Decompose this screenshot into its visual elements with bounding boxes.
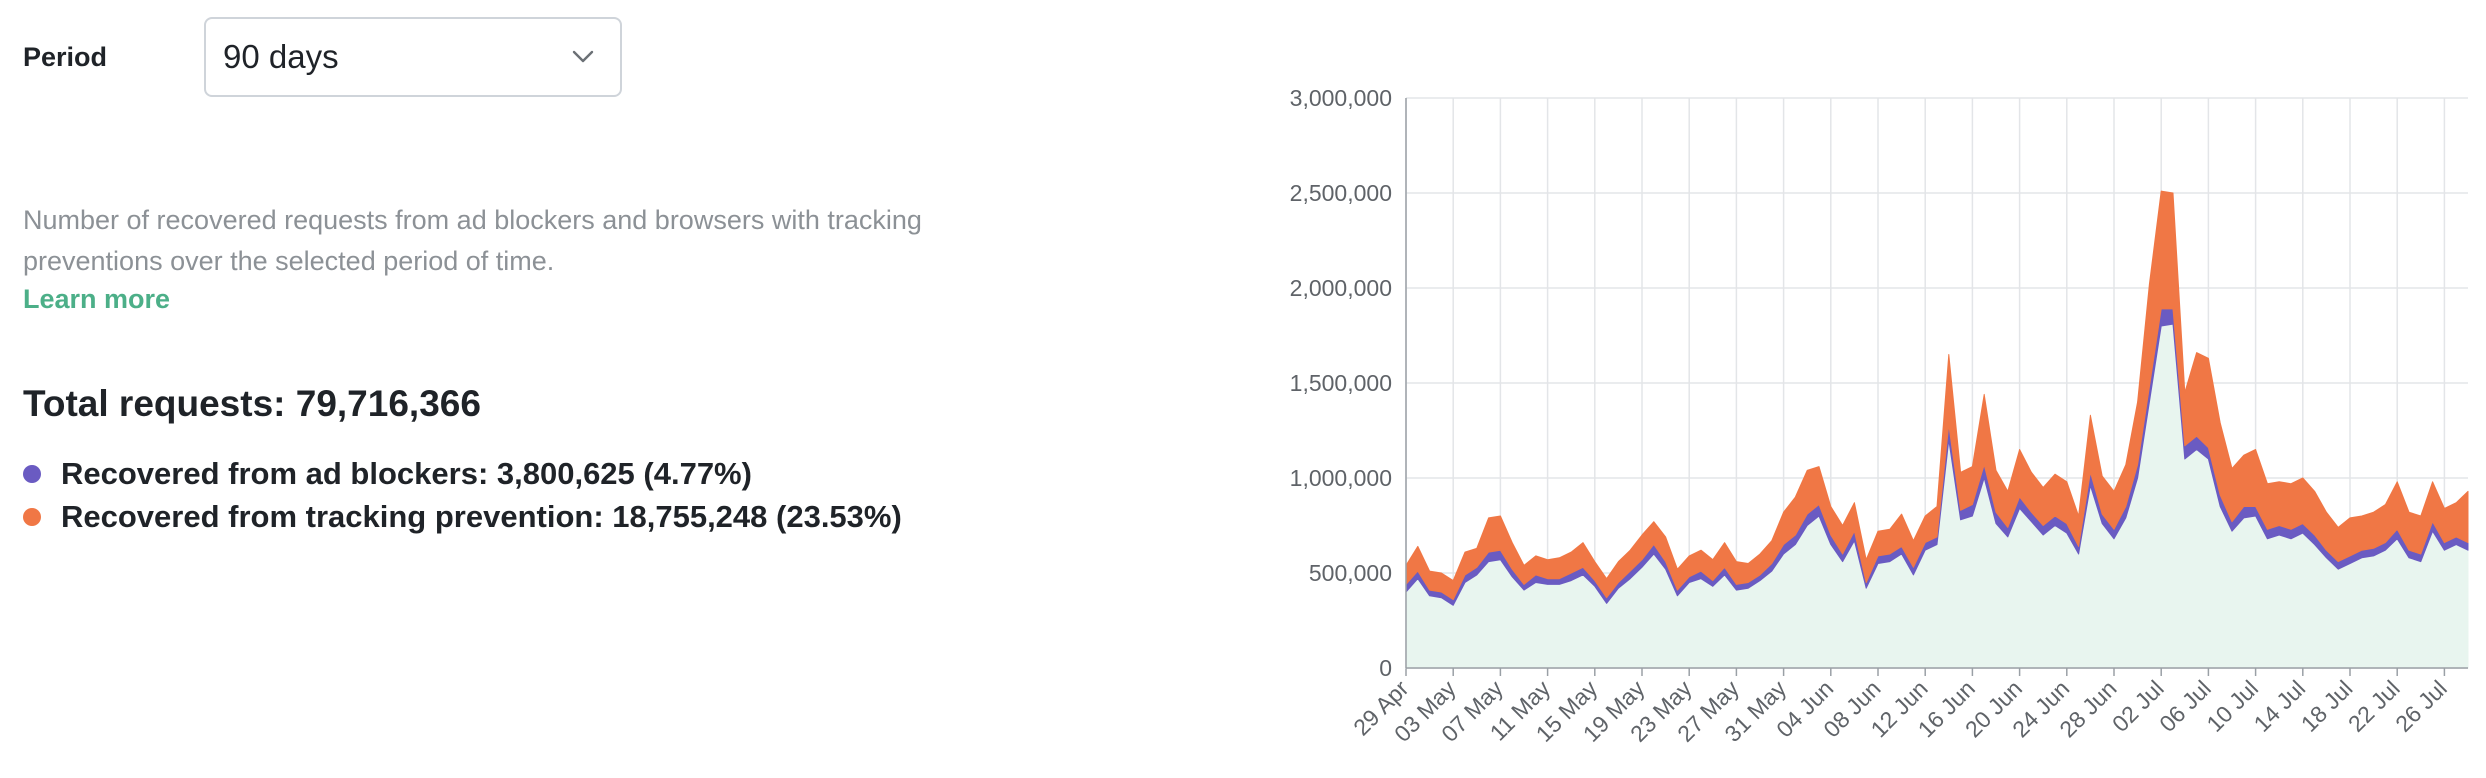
ad-blockers-label: Recovered from ad blockers: 3,800,625 (4…: [61, 456, 752, 491]
tracking-prevention-dot: [23, 508, 41, 526]
y-tick-label: 1,500,000: [1290, 370, 1392, 396]
total-requests: Total requests: 79,716,366: [23, 383, 481, 424]
y-tick-label: 1,000,000: [1290, 465, 1392, 491]
x-tick-label: 18 Jul: [2296, 675, 2358, 737]
period-select-value: 90 days: [223, 38, 339, 75]
x-tick-label: 06 Jul: [2154, 675, 2216, 737]
learn-more-link[interactable]: Learn more: [23, 284, 171, 314]
x-tick-label: 10 Jul: [2201, 675, 2263, 737]
y-tick-label: 2,500,000: [1290, 180, 1392, 206]
legend-item-tracking-prevention: Recovered from tracking prevention: 18,7…: [23, 499, 902, 535]
y-tick-label: 0: [1379, 655, 1392, 681]
x-tick-label: 14 Jul: [2249, 675, 2311, 737]
y-tick-label: 2,000,000: [1290, 275, 1392, 301]
recovered-requests-chart: 0 500,000 1,000,000 1,500,000 2,000,000 2,500…: [1290, 85, 2469, 747]
chevron-down-icon: [572, 50, 594, 63]
x-tick-label: 22 Jul: [2343, 675, 2405, 737]
period-select[interactable]: 90 days: [204, 17, 622, 97]
y-tick-label: 3,000,000: [1290, 85, 1392, 111]
ad-blockers-dot: [23, 465, 41, 483]
legend-item-ad-blockers: Recovered from ad blockers: 3,800,625 (4…: [23, 456, 752, 492]
tracking-prevention-label: Recovered from tracking prevention: 18,7…: [61, 499, 902, 534]
y-tick-label: 500,000: [1309, 560, 1392, 586]
x-tick-label: 02 Jul: [2107, 675, 2169, 737]
x-tick-label: 26 Jul: [2390, 675, 2452, 737]
area-series-tracking-prevention: [1405, 190, 2469, 601]
chart-description: Number of recovered requests from ad blo…: [23, 205, 922, 276]
period-label: Period: [23, 42, 108, 72]
